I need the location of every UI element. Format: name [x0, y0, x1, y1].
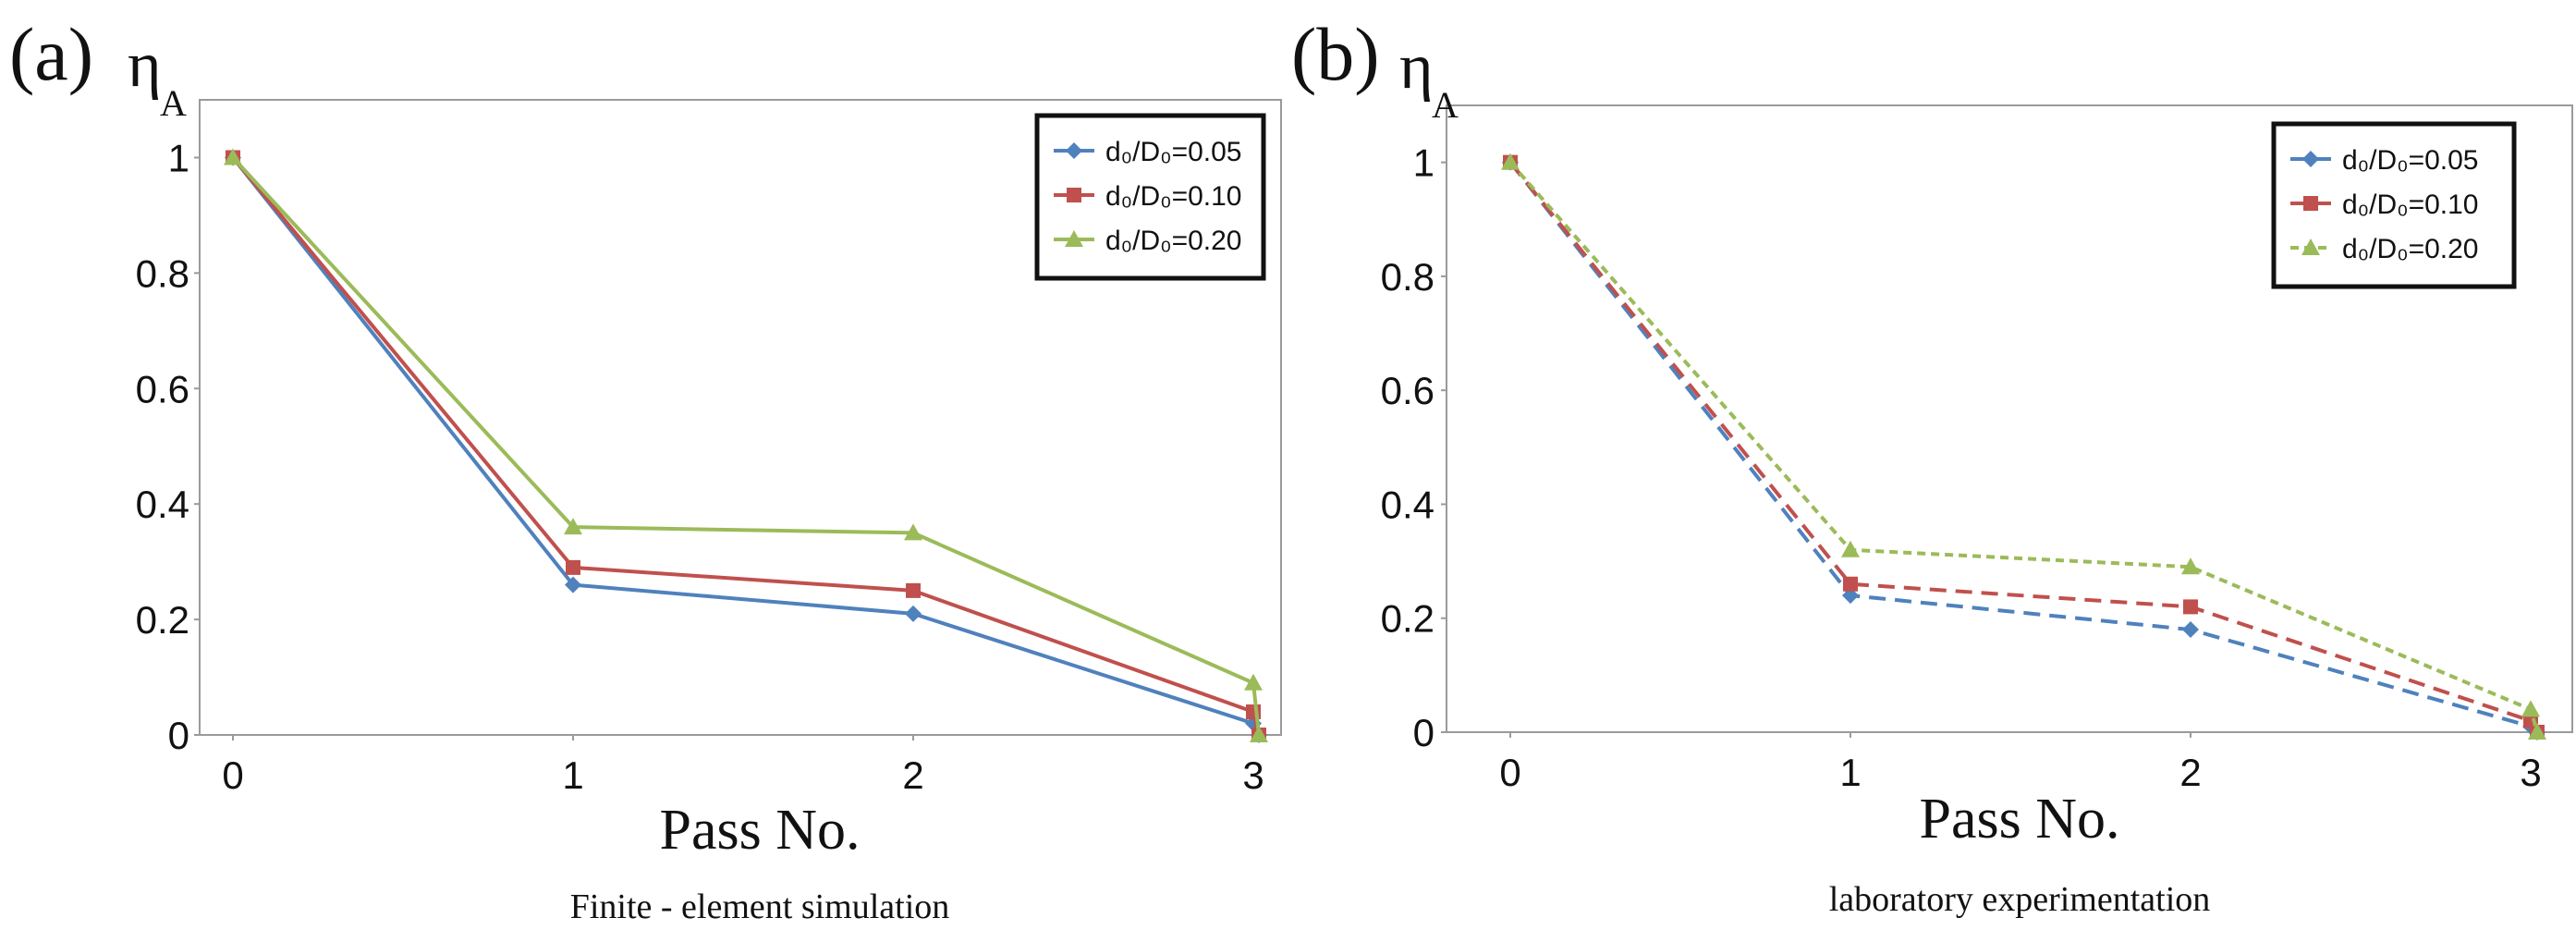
x-axis-title: Pass No. [1919, 788, 2119, 850]
finite-element-chart: (a) ηA 0 0.2 0.4 0.6 0.8 1 0 1 2 3 Pass No. Finite - … [9, 12, 1282, 926]
y-tick-label: 1 [168, 136, 189, 179]
panel-label: (b) [1291, 12, 1380, 96]
data-point-series-3 [2521, 700, 2540, 717]
data-point-series-3 [224, 148, 242, 165]
legend-entry-3: d₀/D₀=0.20 [1105, 226, 1242, 256]
x-tick-label: 0 [1499, 751, 1520, 794]
y-tick-label: 0.8 [136, 251, 189, 295]
data-point-series-3 [2528, 723, 2546, 740]
y-tick-label: 0.4 [136, 483, 189, 526]
y-tick-label: 0.2 [136, 598, 189, 642]
chart-caption: Finite - element simulation [570, 887, 950, 926]
data-point-series-1 [2182, 621, 2199, 639]
x-axis-title: Pass No. [659, 799, 860, 862]
y-axis-label-subscript: A [1432, 84, 1459, 126]
data-point-series-3 [2181, 557, 2200, 575]
y-tick-label: 0.2 [1381, 597, 1435, 641]
legend-marker-1 [2302, 151, 2319, 167]
legend-marker-3 [1065, 230, 1083, 247]
data-point-series-3 [904, 523, 922, 541]
plot-frame [1446, 104, 2573, 733]
x-tick-label: 3 [1242, 753, 1264, 797]
chart-panel-b: (b) η A 0 0.2 0.4 0.6 0.8 1 0 1 2 3 Pass No. laborator… [1291, 0, 2576, 930]
data-point-series-1 [905, 605, 922, 622]
legend-entry-1: d₀/D₀=0.05 [2342, 145, 2479, 176]
y-tick-label: 0 [168, 714, 189, 757]
legend-entry-2: d₀/D₀=0.10 [1105, 181, 1242, 212]
y-tick-label: 0.6 [1381, 369, 1435, 412]
y-axis-label: η [1399, 31, 1434, 103]
data-point-series-1 [565, 576, 581, 593]
legend-marker-2 [1067, 188, 1081, 202]
y-tick-label: 0.4 [1381, 483, 1435, 526]
y-tick-label: 0.8 [1381, 255, 1435, 299]
data-point-series-2 [2183, 599, 2198, 615]
y-tick-label: 0.6 [136, 367, 189, 410]
data-point-series-3 [1244, 673, 1263, 691]
legend-marker-1 [1066, 142, 1082, 159]
x-tick-label: 0 [222, 753, 243, 797]
legend-marker-2 [2303, 196, 2318, 211]
laboratory-chart: (b) ηA 0 0.2 0.4 0.6 0.8 1 0 1 2 3 Pass No. laborator… [1291, 12, 2573, 919]
y-tick-label: 1 [1413, 141, 1435, 185]
legend-marker-3 [2301, 239, 2320, 255]
data-point-series-2 [906, 582, 921, 598]
data-point-series-2 [1843, 576, 1858, 592]
chart-caption: laboratory experimentation [1829, 880, 2211, 919]
x-tick-label: 2 [2179, 751, 2201, 794]
data-point-series-3 [1501, 153, 1520, 170]
data-point-series-3 [564, 518, 582, 535]
legend-entry-2: d₀/D₀=0.10 [2342, 190, 2479, 220]
legend-entry-3: d₀/D₀=0.20 [2342, 234, 2479, 264]
data-point-series-3 [1250, 726, 1268, 742]
y-axis-label-subscript: A [160, 82, 187, 124]
chart-panel-a: (a) η A 0 0.2 0.4 0.6 0.8 1 0 1 2 3 Pass No. Finite - … [0, 0, 1285, 930]
x-tick-label: 1 [562, 753, 583, 797]
x-tick-label: 2 [902, 753, 923, 797]
data-point-series-3 [1841, 540, 1860, 557]
panel-label: (a) [9, 12, 93, 96]
x-tick-label: 1 [1839, 751, 1861, 794]
data-point-series-2 [566, 559, 580, 575]
x-tick-label: 3 [2520, 751, 2541, 794]
legend-entry-1: d₀/D₀=0.05 [1105, 137, 1242, 167]
y-axis-label: η [128, 30, 162, 101]
plot-frame [199, 99, 1282, 736]
y-tick-label: 0 [1413, 711, 1435, 754]
